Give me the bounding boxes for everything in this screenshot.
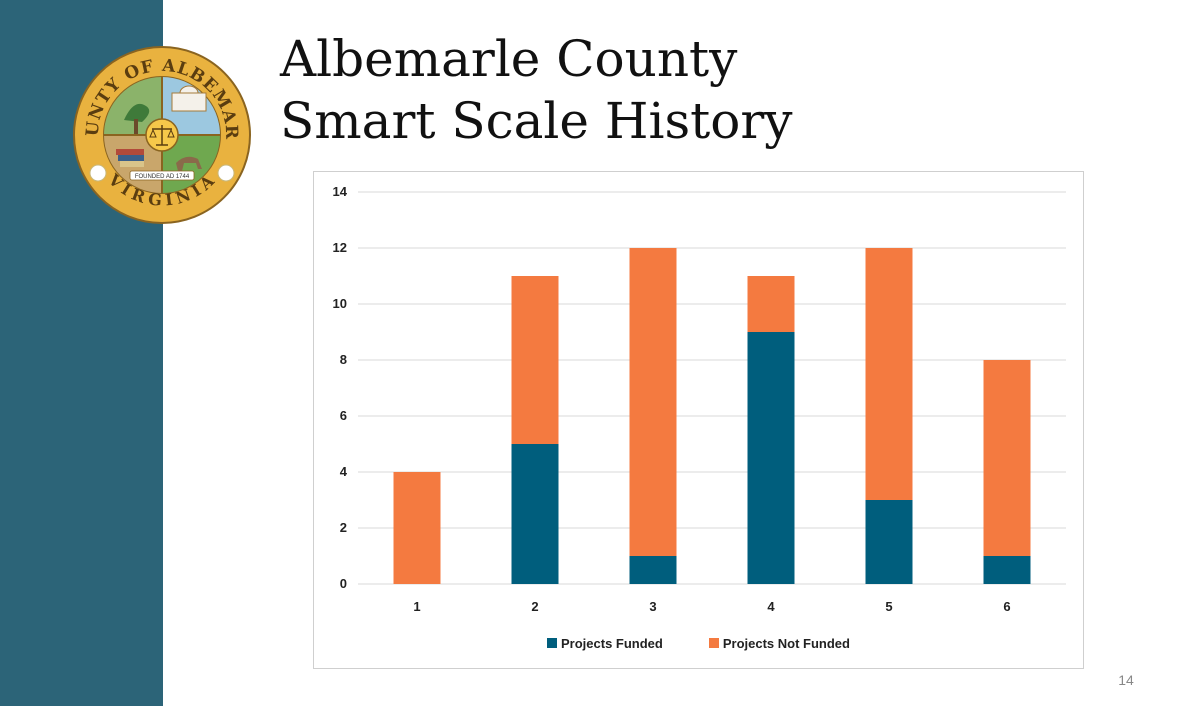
bar-not-funded	[511, 276, 559, 444]
bar-not-funded	[865, 248, 913, 500]
legend-swatch-funded	[547, 638, 557, 648]
legend-swatch-not-funded	[708, 638, 719, 648]
page-title: Albemarle County Smart Scale History	[280, 28, 793, 152]
y-tick-label: 2	[340, 520, 347, 535]
bar-funded	[629, 556, 677, 584]
x-tick-label: 5	[885, 599, 892, 614]
page-number: 14	[1118, 672, 1134, 688]
y-tick-label: 8	[340, 352, 347, 367]
bar-funded	[747, 332, 795, 584]
bar-funded	[511, 444, 559, 584]
title-line-1: Albemarle County	[280, 30, 738, 88]
y-tick-label: 6	[340, 408, 347, 423]
svg-text:FOUNDED AD 1744: FOUNDED AD 1744	[135, 174, 190, 180]
y-tick-label: 4	[340, 464, 348, 479]
bar-funded	[865, 500, 913, 584]
legend-item-funded: Projects Funded	[547, 634, 663, 652]
title-line-2: Smart Scale History	[280, 92, 793, 150]
x-tick-label: 6	[1003, 599, 1010, 614]
bar-not-funded	[393, 472, 441, 584]
x-tick-label: 3	[649, 599, 656, 614]
legend-item-not-funded: Projects Not Funded	[708, 634, 850, 652]
legend-label-funded: Projects Funded	[561, 635, 663, 651]
county-seal-logo: FOUNDED AD 1744 COUNTY OF ALBEMARLE VIRG…	[72, 45, 251, 224]
y-tick-label: 14	[333, 184, 348, 199]
bar-funded	[983, 556, 1031, 584]
bar-not-funded	[629, 248, 677, 556]
x-tick-label: 2	[531, 599, 538, 614]
bar-not-funded	[747, 276, 795, 332]
y-tick-label: 12	[333, 240, 347, 255]
chart-legend: Projects Funded Projects Not Funded	[314, 634, 1083, 652]
y-tick-label: 10	[333, 296, 347, 311]
legend-label-not-funded: Projects Not Funded	[722, 635, 850, 651]
x-tick-label: 4	[767, 599, 775, 614]
y-tick-label: 0	[340, 576, 347, 591]
bar-not-funded	[983, 360, 1031, 556]
chart-container: 0 2 4 6 8 10 12 14 1 2 3 4 5 6 Projects Funded Projec…	[313, 171, 1084, 669]
x-tick-label: 1	[413, 599, 420, 614]
